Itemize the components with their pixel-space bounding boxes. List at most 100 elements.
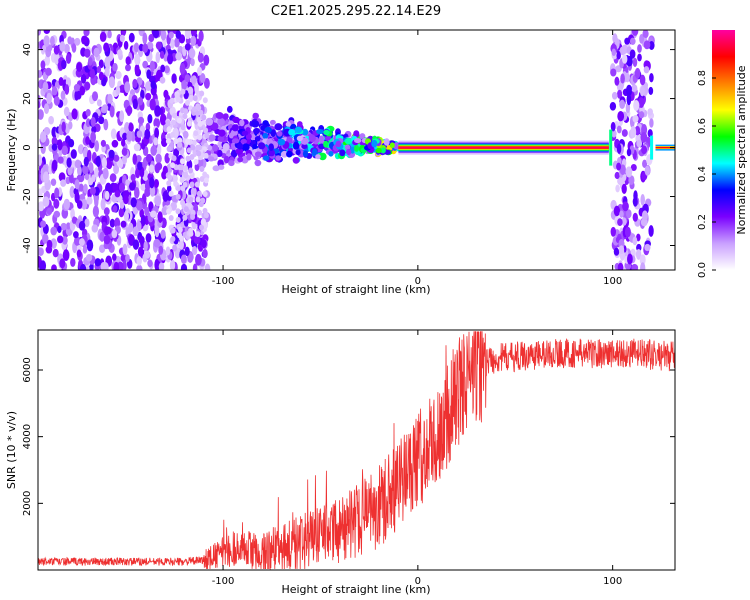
signal-speckle: [241, 143, 250, 151]
signal-speckle: [254, 159, 262, 167]
faint-speckle: [190, 214, 196, 220]
faint-speckle: [200, 197, 206, 204]
signal-speckle: [217, 129, 226, 137]
faint-speckle: [193, 158, 199, 165]
noise-speckle: [103, 42, 110, 52]
noise-speckle: [88, 162, 94, 174]
signal-speckle: [308, 134, 316, 143]
colorbar-label: Normalized spectral amplitude: [735, 65, 748, 234]
faint-speckle: [175, 216, 181, 223]
noise-speckle: [76, 62, 83, 73]
noise-speckle: [120, 220, 127, 228]
noise-speckle: [150, 80, 157, 90]
noise-speckle: [622, 201, 629, 212]
noise-speckle: [166, 184, 172, 193]
noise-speckle: [78, 183, 84, 192]
faint-speckle: [180, 158, 185, 165]
noise-speckle: [629, 49, 636, 59]
faint-speckle: [187, 202, 193, 209]
noise-speckle: [175, 30, 182, 39]
noise-speckle: [634, 67, 641, 79]
noise-speckle: [128, 222, 134, 233]
signal-speckle: [240, 138, 247, 144]
faint-speckle: [203, 152, 209, 159]
noise-speckle: [191, 245, 198, 256]
noise-speckle: [87, 56, 93, 66]
noise-speckle: [168, 31, 174, 39]
signal-speckle: [232, 116, 240, 124]
faint-speckle: [185, 138, 191, 145]
noise-speckle: [202, 248, 208, 259]
spectrogram-x-tick-label: 0: [415, 276, 421, 287]
carrier-line: [398, 146, 609, 149]
faint-speckle: [188, 230, 194, 237]
noise-speckle: [138, 235, 145, 245]
signal-speckle: [251, 120, 260, 128]
noise-speckle: [118, 182, 126, 193]
noise-speckle: [51, 159, 58, 172]
noise-speckle: [38, 30, 42, 36]
noise-speckle: [161, 206, 168, 216]
noise-speckle: [53, 198, 60, 209]
noise-speckle: [67, 166, 73, 176]
snr-panel: -100 0 100 2000 4000 6000 Height of straight …: [5, 329, 676, 596]
noise-speckle: [78, 220, 86, 231]
noise-speckle: [173, 148, 180, 158]
faint-speckle: [202, 97, 208, 104]
noise-speckle: [70, 257, 76, 267]
noise-speckle: [100, 139, 107, 147]
noise-speckle: [102, 167, 109, 180]
noise-speckle: [122, 132, 128, 141]
faint-speckle: [180, 124, 186, 131]
spectrogram-y-tick-label: -40: [22, 237, 33, 253]
faint-speckle: [179, 177, 185, 183]
signal-speckle: [268, 149, 275, 157]
noise-speckle: [140, 214, 146, 227]
snr-axes: -100 0 100 2000 4000 6000: [22, 330, 675, 587]
colorbar-ticks: 0.0 0.2 0.4 0.6 0.8: [697, 70, 716, 278]
noise-speckle: [171, 175, 178, 183]
noise-speckle: [615, 184, 620, 193]
noise-speckle: [123, 195, 129, 205]
faint-speckle: [170, 227, 176, 234]
noise-speckle: [610, 68, 617, 77]
noise-speckle: [619, 210, 624, 218]
noise-speckle: [112, 63, 118, 72]
noise-speckle: [66, 222, 71, 230]
noise-speckle: [53, 45, 60, 55]
noise-speckle: [92, 205, 100, 218]
noise-speckle: [99, 244, 106, 253]
noise-speckle: [158, 245, 164, 255]
signal-speckle: [286, 150, 293, 158]
noise-speckle: [184, 30, 191, 40]
faint-speckle: [177, 141, 183, 148]
faint-speckle: [190, 144, 196, 151]
noise-speckle: [180, 254, 187, 265]
noise-speckle: [109, 105, 115, 118]
noise-speckle: [48, 115, 54, 125]
noise-speckle: [105, 226, 112, 235]
noise-speckle: [51, 86, 58, 96]
noise-speckle: [621, 54, 628, 64]
faint-speckle: [199, 176, 205, 182]
faint-speckle: [168, 190, 174, 197]
noise-speckle: [626, 55, 633, 67]
noise-speckle: [637, 44, 642, 53]
noise-speckle: [147, 114, 153, 124]
noise-speckle: [38, 247, 44, 256]
noise-speckle: [76, 249, 82, 258]
spectrogram-frame: [37, 29, 676, 271]
signal-speckle: [323, 140, 329, 148]
noise-speckle: [637, 53, 642, 62]
noise-speckle: [199, 73, 206, 83]
noise-speckle: [128, 182, 136, 191]
noise-speckle: [64, 84, 70, 95]
colorbar: 0.0 0.2 0.4 0.6 0.8 Normalized spectral ampl…: [697, 30, 748, 278]
signal-speckle: [375, 147, 382, 154]
spectrogram-panel: -100 0 100 -40 -20 0 20 40 Height of straight l…: [5, 29, 676, 296]
signal-speckle: [274, 123, 283, 131]
noise-speckle: [121, 147, 128, 156]
signal-speckle: [237, 156, 244, 163]
noise-speckle: [154, 179, 159, 188]
noise-speckle: [153, 137, 159, 146]
